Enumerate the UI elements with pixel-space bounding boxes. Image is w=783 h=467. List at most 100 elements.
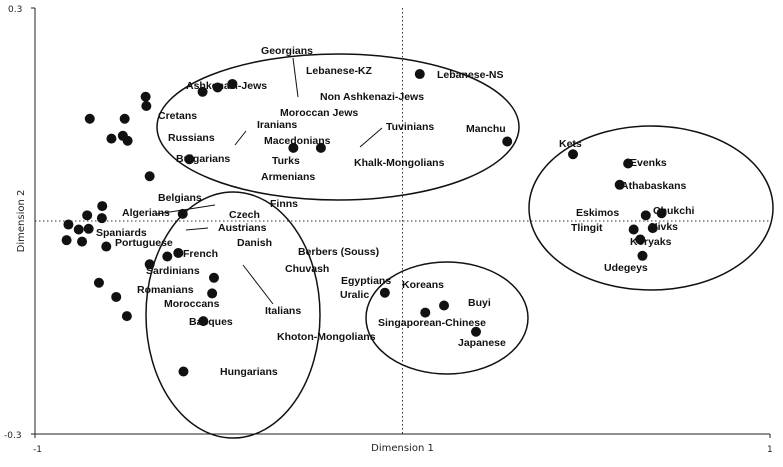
point-khoton-mongolians xyxy=(198,316,209,327)
label-spaniards: Spaniards xyxy=(96,227,147,239)
label-athabaskans: Athabaskans xyxy=(621,180,687,192)
label-berbers-souss: Berbers (Souss) xyxy=(298,246,379,258)
point-koryaks xyxy=(635,234,646,245)
cluster-ellipse-europe xyxy=(145,191,321,439)
point-non-ashkenazi-jews xyxy=(212,82,223,93)
cluster-ellipse-east-asia xyxy=(365,261,529,375)
point-czech xyxy=(82,210,93,221)
point-evenks xyxy=(623,158,634,169)
point-chukchi xyxy=(656,208,667,219)
leader-line-italians xyxy=(242,264,274,305)
label-basques: Basques xyxy=(189,316,233,328)
point-cretans xyxy=(84,113,95,124)
label-portuguese: Portuguese xyxy=(115,237,173,249)
point-macedonians xyxy=(122,135,133,146)
label-french: French xyxy=(183,248,218,260)
label-udegeys: Udegeys xyxy=(604,262,648,274)
label-manchu: Manchu xyxy=(466,123,506,135)
point-lebanese-ns xyxy=(414,69,425,80)
label-danish: Danish xyxy=(237,237,272,249)
label-chuvash: Chuvash xyxy=(285,263,329,275)
point-iranians xyxy=(119,113,130,124)
label-armenians: Armenians xyxy=(261,171,315,183)
point-udegeys xyxy=(637,250,648,261)
point-tuvinians xyxy=(315,142,326,153)
point-bulgarians xyxy=(106,133,117,144)
label-macedonians: Macedonians xyxy=(264,135,331,147)
point-austrians xyxy=(83,223,94,234)
point-danish xyxy=(63,219,74,230)
point-berbers-souss xyxy=(173,247,184,258)
point-french xyxy=(77,236,88,247)
point-spaniards xyxy=(73,224,84,235)
label-russians: Russians xyxy=(168,132,215,144)
label-romanians: Romanians xyxy=(137,284,194,296)
label-chukchi: Chukchi xyxy=(653,205,695,217)
label-egyptians: Egyptians xyxy=(341,275,391,287)
cluster-ellipse-siberia xyxy=(528,125,774,291)
point-lebanese-kz xyxy=(227,78,238,89)
label-algerians: Algerians xyxy=(122,207,170,219)
leader-line-georgians xyxy=(292,57,299,98)
label-moroccan-jews: Moroccan Jews xyxy=(280,107,358,119)
point-italians xyxy=(144,259,155,270)
point-finns xyxy=(177,208,188,219)
label-ashkenazi-jews: Ashkenazi-Jews xyxy=(186,80,267,92)
label-koryaks: Koryaks xyxy=(630,236,672,248)
cluster-ellipse-west-asia xyxy=(156,53,520,201)
point-moroccan-jews xyxy=(141,100,152,111)
label-kets: Kets xyxy=(559,138,582,150)
leader-line-macedonians xyxy=(234,130,247,146)
point-koreans xyxy=(379,287,390,298)
point-romanians xyxy=(93,277,104,288)
x-axis-title: Dimension 1 xyxy=(371,443,434,454)
point-uralic xyxy=(207,288,218,299)
label-tuvinians: Tuvinians xyxy=(386,121,434,133)
label-turks: Turks xyxy=(272,155,300,167)
label-sardinians: Sardinians xyxy=(146,265,200,277)
point-khalk-mongolians xyxy=(288,142,299,153)
point-moroccans xyxy=(111,291,122,302)
label-non-ashkenazi-jews: Non Ashkenazi-Jews xyxy=(320,91,424,103)
label-buyi: Buyi xyxy=(468,297,491,309)
label-moroccans: Moroccans xyxy=(164,298,220,310)
label-tlingit: Tlingit xyxy=(571,222,603,234)
point-belgians xyxy=(97,201,108,212)
point-basques xyxy=(121,311,132,322)
label-uralic: Uralic xyxy=(340,289,369,301)
y-axis-title: Dimension 2 xyxy=(16,190,27,253)
point-singaporean-chinese xyxy=(420,307,431,318)
label-khoton-mongolians: Khoton-Mongolians xyxy=(277,331,376,343)
label-czech: Czech xyxy=(229,209,260,221)
point-ashkenazi-jews xyxy=(140,91,151,102)
label-lebanese-ns: Lebanese-NS xyxy=(437,69,504,81)
point-manchu xyxy=(502,136,513,147)
point-armenians xyxy=(144,171,155,182)
y-tick-label-top: 0.3 xyxy=(8,5,22,15)
label-singaporean-chinese: Singaporean-Chinese xyxy=(378,317,486,329)
label-koreans: Koreans xyxy=(402,279,444,291)
label-italians: Italians xyxy=(265,305,301,317)
x-tick-label-left: -1 xyxy=(33,445,42,455)
point-japanese xyxy=(471,326,481,337)
point-turks xyxy=(184,154,195,165)
label-lebanese-kz: Lebanese-KZ xyxy=(306,65,373,77)
label-belgians: Belgians xyxy=(158,192,202,204)
point-buyi xyxy=(439,300,450,311)
point-sardinians xyxy=(101,241,112,252)
point-hungarians xyxy=(178,366,189,377)
leader-line-algerians xyxy=(156,204,216,215)
label-evenks: Evenks xyxy=(630,157,667,169)
label-hungarians: Hungarians xyxy=(220,366,278,378)
label-nivks: Nivks xyxy=(650,221,678,233)
point-eskimos xyxy=(640,210,651,221)
point-portuguese xyxy=(61,235,72,246)
point-kets xyxy=(568,149,579,160)
x-tick-label-right: 1 xyxy=(767,445,773,455)
label-iranians: Iranians xyxy=(257,119,297,131)
label-cretans: Cretans xyxy=(158,110,197,122)
point-georgians xyxy=(197,86,208,97)
point-egyptians xyxy=(208,272,219,283)
label-austrians: Austrians xyxy=(218,222,267,234)
